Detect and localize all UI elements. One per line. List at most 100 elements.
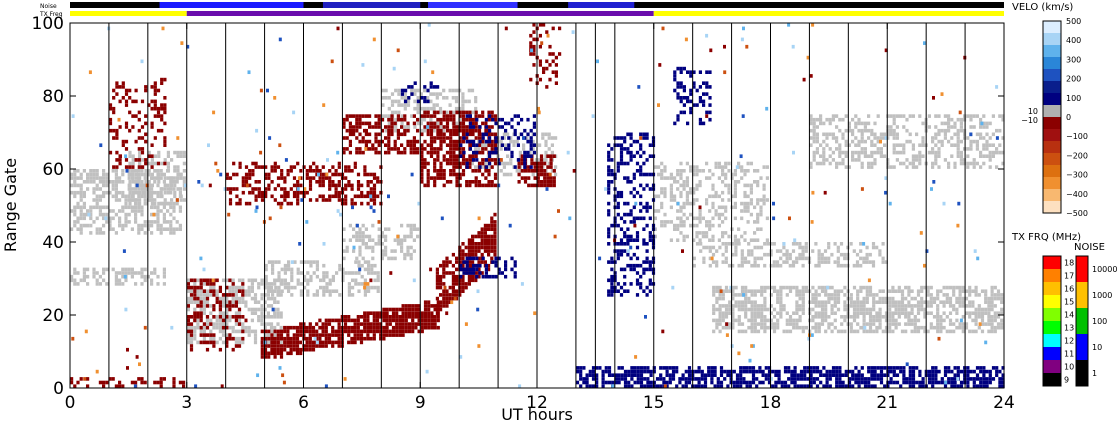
data-cell [280,267,284,272]
data-cell [455,282,459,286]
data-cell [461,252,465,257]
data-cell [279,347,284,352]
data-cell [838,117,842,122]
data-cell [959,158,963,162]
data-cell [355,150,359,155]
data-cell [186,278,190,283]
data-cell [798,307,802,312]
data-cell [532,23,536,27]
data-cell [990,293,994,297]
data-cell [131,190,135,195]
data-cell [244,201,249,206]
data-cell [351,271,355,275]
data-cell [825,380,829,385]
data-cell [772,263,776,268]
data-cell [221,329,226,334]
data-cell [705,231,709,235]
data-cell [682,205,686,210]
data-cell [426,180,430,184]
data-cell [420,132,424,137]
data-cell [723,369,727,374]
data-cell [678,380,682,385]
data-cell [369,311,373,315]
data-cell [461,132,466,137]
data-cell [929,293,933,297]
data-cell [788,289,793,293]
data-cell [477,242,481,246]
data-cell [202,340,206,345]
data-cell [920,289,924,293]
data-cell [458,110,462,115]
data-cell [257,315,261,319]
data-cell [391,315,396,319]
data-cell [493,183,498,188]
data-cell [150,85,154,89]
data-cell [477,274,481,279]
data-cell [308,347,312,352]
data-cell [728,322,732,326]
data-cell [202,333,206,337]
data-cell [529,33,533,38]
data-cell [855,263,860,268]
data-cell [111,187,115,191]
data-cell [843,256,847,261]
data-cell [318,176,322,180]
data-cell [267,172,271,177]
data-cell [162,220,166,224]
data-cell [114,194,118,199]
data-cell [627,380,631,385]
data-cell [241,300,245,304]
data-cell [799,384,804,388]
data-cell [390,249,394,253]
data-cell [715,285,719,290]
data-cell [140,271,144,275]
data-cell [902,161,906,166]
data-cell [193,278,197,283]
data-cell [900,304,905,308]
data-cell [817,322,821,326]
data-cell [852,311,857,315]
data-cell [205,278,210,283]
data-cell [361,114,365,118]
data-cell [468,183,472,188]
data-cell [490,114,494,118]
data-cell [692,169,696,173]
data-cell [199,315,203,319]
data-cell [391,325,396,330]
data-cell [750,318,754,323]
data-cell [910,329,914,334]
data-cell [287,289,291,293]
data-cell [280,194,284,199]
data-cell [267,183,271,188]
data-cell [715,260,719,264]
data-cell [998,150,1002,155]
data-cell [921,143,925,147]
data-cell [639,377,644,381]
data-cell [260,355,264,359]
data-cell [414,304,418,308]
data-cell [356,329,360,334]
data-cell [623,373,628,377]
data-cell [302,165,306,169]
data-cell [121,227,125,231]
data-cell [231,329,235,334]
data-cell [458,139,462,144]
data-cell [891,296,895,301]
data-cell [368,238,372,242]
data-cell [387,125,391,129]
data-cell [779,307,783,312]
data-cell [468,154,472,158]
data-cell [775,260,780,264]
data-cell [370,263,374,268]
data-cell [895,125,899,129]
data-cell [790,377,794,381]
data-cell [753,263,757,268]
data-cell [140,172,144,177]
data-cell [719,380,724,385]
data-cell [1000,322,1004,326]
data-cell [726,384,730,388]
data-cell [124,223,128,228]
data-cell [299,347,303,352]
data-cell [742,377,746,381]
txfreq-bar-segment [653,11,1004,16]
